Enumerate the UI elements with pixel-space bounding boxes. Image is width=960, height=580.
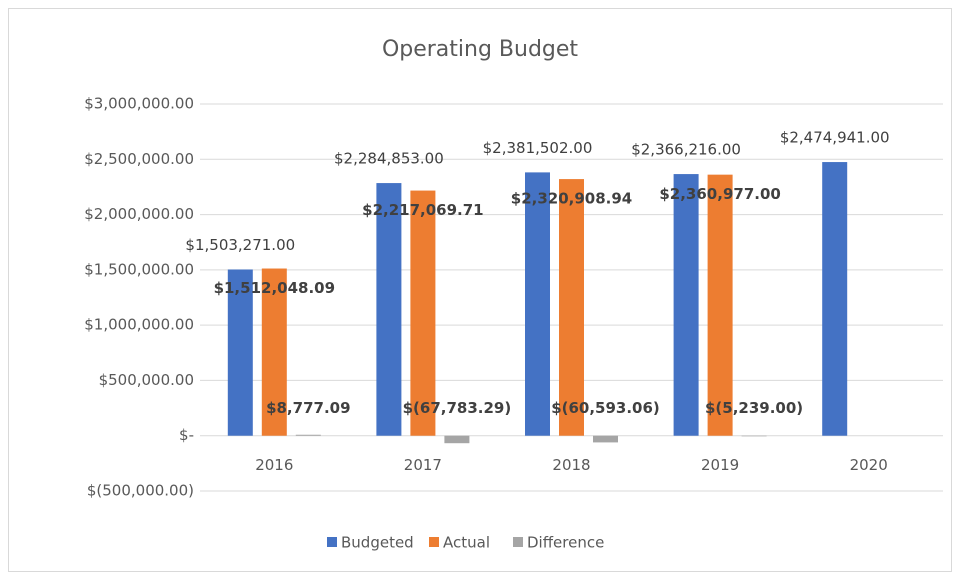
legend-swatch [327,537,337,547]
bar [261,268,287,436]
y-tick-label: $- [179,426,194,444]
data-label: $8,777.09 [266,399,350,417]
x-tick-label: 2020 [850,456,888,474]
bar [593,435,618,443]
data-label: $2,217,069.71 [362,201,483,219]
y-tick-label: $3,000,000.00 [84,95,194,113]
bar [673,174,699,436]
x-tick-label: 2017 [404,456,442,474]
bar [444,435,470,444]
bar [707,174,733,436]
data-label: $2,320,908.94 [511,190,632,208]
x-tick-label: 2018 [552,456,590,474]
x-tick-label: 2019 [701,456,739,474]
bar [227,269,253,436]
bar [295,434,321,436]
data-label: $1,503,271.00 [185,236,295,254]
data-label: $(67,783.29) [403,399,512,417]
data-label: $2,360,977.00 [659,185,780,203]
legend-swatch [429,537,439,547]
legend-label: Actual [443,534,490,552]
y-tick-label: $500,000.00 [99,371,194,389]
data-label: $(5,239.00) [705,399,803,417]
bar [376,183,402,436]
y-tick-label: $1,000,000.00 [84,316,194,334]
legend-label: Difference [527,534,604,552]
y-tick-label: $1,500,000.00 [84,260,194,278]
data-label: $(60,593.06) [551,399,660,417]
bar [525,172,550,436]
bar [822,162,848,436]
x-tick-label: 2016 [255,456,293,474]
bar [559,179,584,436]
data-label: $2,474,941.00 [780,129,890,147]
data-label: $1,512,048.09 [214,279,335,297]
data-label: $2,284,853.00 [334,150,444,168]
data-label: $2,381,502.00 [483,139,593,157]
y-tick-label: $(500,000.00) [87,482,194,500]
bar [410,190,436,436]
legend-label: Budgeted [341,534,414,552]
legend-swatch [513,537,523,547]
bar [741,435,767,437]
chart-title: Operating Budget [382,37,578,62]
data-label: $2,366,216.00 [631,141,741,159]
y-tick-label: $2,500,000.00 [84,150,194,168]
chart-frame [8,8,952,572]
y-tick-label: $2,000,000.00 [84,205,194,223]
